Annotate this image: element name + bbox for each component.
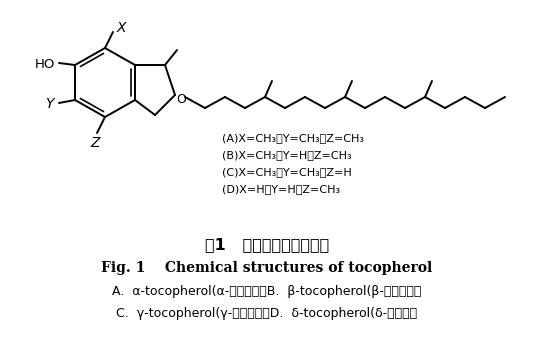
- Text: (C)X=CH₃，Y=CH₃，Z=H: (C)X=CH₃，Y=CH₃，Z=H: [222, 167, 352, 177]
- Text: Z: Z: [90, 136, 100, 150]
- Text: O: O: [176, 92, 186, 106]
- Text: (A)X=CH₃，Y=CH₃，Z=CH₃: (A)X=CH₃，Y=CH₃，Z=CH₃: [222, 133, 364, 143]
- Text: Fig. 1    Chemical structures of tocopherol: Fig. 1 Chemical structures of tocopherol: [101, 261, 433, 275]
- Text: A.  α-tocopherol(α-生育酚），B.  β-tocopherol(β-生育酚），: A. α-tocopherol(α-生育酚），B. β-tocopherol(β…: [112, 285, 422, 297]
- Text: HO: HO: [35, 57, 55, 70]
- Text: Y: Y: [45, 97, 53, 111]
- Text: (D)X=H，Y=H，Z=CH₃: (D)X=H，Y=H，Z=CH₃: [222, 184, 340, 194]
- Text: X: X: [116, 21, 125, 35]
- Text: (B)X=CH₃，Y=H，Z=CH₃: (B)X=CH₃，Y=H，Z=CH₃: [222, 150, 351, 160]
- Text: 图1   生育酚的化学结构式: 图1 生育酚的化学结构式: [205, 237, 329, 252]
- Text: C.  γ-tocopherol(γ-生育酚），D.  δ-tocopherol(δ-生育酚）: C. γ-tocopherol(γ-生育酚），D. δ-tocopherol(δ…: [116, 307, 418, 320]
